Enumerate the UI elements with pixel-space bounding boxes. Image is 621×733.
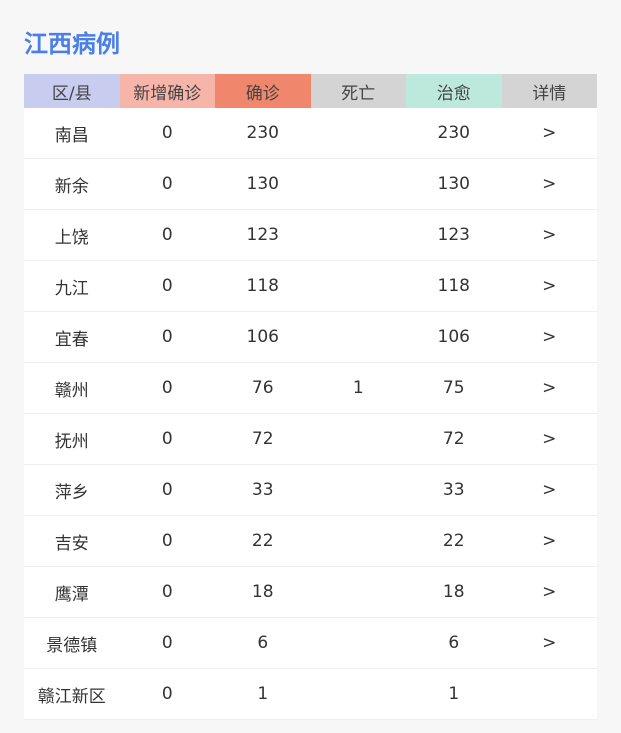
cell-deaths [310, 668, 406, 720]
cell-district: 抚州 [24, 413, 120, 465]
cell-new-confirmed: 0 [119, 362, 215, 414]
cell-recovered: 6 [406, 617, 502, 669]
details-link[interactable]: > [501, 413, 597, 465]
cell-district: 吉安 [24, 515, 120, 567]
cell-deaths [310, 413, 406, 465]
cell-deaths [310, 464, 406, 516]
cell-confirmed: 22 [215, 515, 311, 567]
cell-deaths [310, 566, 406, 618]
cell-deaths [310, 108, 406, 159]
header-new-confirmed: 新增确诊 [119, 74, 215, 108]
cell-deaths [310, 515, 406, 567]
cell-deaths [310, 311, 406, 363]
table-row[interactable]: 赣州 0 76 1 75 > [24, 362, 597, 414]
details-link[interactable]: > [501, 158, 597, 210]
cell-confirmed: 106 [215, 311, 311, 363]
details-link[interactable]: > [501, 311, 597, 363]
cell-district: 萍乡 [24, 464, 120, 516]
cell-deaths [310, 209, 406, 261]
header-recovered: 治愈 [406, 74, 502, 108]
cell-recovered: 130 [406, 158, 502, 210]
cell-new-confirmed: 0 [119, 260, 215, 312]
header-details: 详情 [501, 74, 597, 108]
cell-deaths [310, 260, 406, 312]
cell-new-confirmed: 0 [119, 668, 215, 720]
cell-confirmed: 18 [215, 566, 311, 618]
header-confirmed: 确诊 [215, 74, 311, 108]
cell-deaths [310, 617, 406, 669]
cell-recovered: 106 [406, 311, 502, 363]
details-link[interactable]: > [501, 566, 597, 618]
cell-new-confirmed: 0 [119, 108, 215, 159]
cell-confirmed: 123 [215, 209, 311, 261]
cell-new-confirmed: 0 [119, 464, 215, 516]
cell-confirmed: 33 [215, 464, 311, 516]
page-title: 江西病例 [24, 30, 120, 58]
cell-recovered: 123 [406, 209, 502, 261]
cell-district: 九江 [24, 260, 120, 312]
details-link[interactable]: > [501, 108, 597, 159]
cell-recovered: 230 [406, 108, 502, 159]
cell-new-confirmed: 0 [119, 311, 215, 363]
cell-confirmed: 72 [215, 413, 311, 465]
details-link[interactable]: > [501, 515, 597, 567]
table-row[interactable]: 赣江新区 0 1 1 [24, 668, 597, 720]
table-row[interactable]: 新余 0 130 130 > [24, 158, 597, 210]
cell-district: 赣江新区 [24, 668, 120, 720]
cell-confirmed: 130 [215, 158, 311, 210]
cell-deaths: 1 [310, 362, 406, 414]
table-row[interactable]: 抚州 0 72 72 > [24, 413, 597, 465]
table-row[interactable]: 宜春 0 106 106 > [24, 311, 597, 363]
cell-confirmed: 1 [215, 668, 311, 720]
cell-recovered: 1 [406, 668, 502, 720]
details-link [501, 668, 597, 720]
cell-district: 南昌 [24, 108, 120, 159]
cell-new-confirmed: 0 [119, 515, 215, 567]
cell-new-confirmed: 0 [119, 617, 215, 669]
cell-new-confirmed: 0 [119, 413, 215, 465]
table-header: 区/县 新增确诊 确诊 死亡 治愈 详情 [24, 74, 597, 108]
table-row[interactable]: 吉安 0 22 22 > [24, 515, 597, 567]
cell-recovered: 118 [406, 260, 502, 312]
details-link[interactable]: > [501, 464, 597, 516]
cell-recovered: 22 [406, 515, 502, 567]
details-link[interactable]: > [501, 617, 597, 669]
cell-new-confirmed: 0 [119, 566, 215, 618]
cell-district: 景德镇 [24, 617, 120, 669]
cell-confirmed: 6 [215, 617, 311, 669]
details-link[interactable]: > [501, 362, 597, 414]
cell-deaths [310, 158, 406, 210]
table-row[interactable]: 萍乡 0 33 33 > [24, 464, 597, 516]
cell-confirmed: 118 [215, 260, 311, 312]
cell-district: 上饶 [24, 209, 120, 261]
cell-district: 新余 [24, 158, 120, 210]
cell-confirmed: 76 [215, 362, 311, 414]
cell-recovered: 72 [406, 413, 502, 465]
header-deaths: 死亡 [310, 74, 406, 108]
cell-new-confirmed: 0 [119, 209, 215, 261]
cell-new-confirmed: 0 [119, 158, 215, 210]
table-row[interactable]: 景德镇 0 6 6 > [24, 617, 597, 669]
cell-recovered: 75 [406, 362, 502, 414]
cell-district: 赣州 [24, 362, 120, 414]
details-link[interactable]: > [501, 260, 597, 312]
cell-district: 宜春 [24, 311, 120, 363]
cell-recovered: 33 [406, 464, 502, 516]
cell-recovered: 18 [406, 566, 502, 618]
table-row[interactable]: 南昌 0 230 230 > [24, 108, 597, 159]
header-district: 区/县 [24, 74, 120, 108]
table-row[interactable]: 鹰潭 0 18 18 > [24, 566, 597, 618]
cases-table: 区/县 新增确诊 确诊 死亡 治愈 详情 南昌 0 230 230 > 新余 0 130 130 > 上饶 0 1… [24, 74, 597, 720]
table-row[interactable]: 上饶 0 123 123 > [24, 209, 597, 261]
table-row[interactable]: 九江 0 118 118 > [24, 260, 597, 312]
cell-confirmed: 230 [215, 108, 311, 159]
details-link[interactable]: > [501, 209, 597, 261]
cell-district: 鹰潭 [24, 566, 120, 618]
